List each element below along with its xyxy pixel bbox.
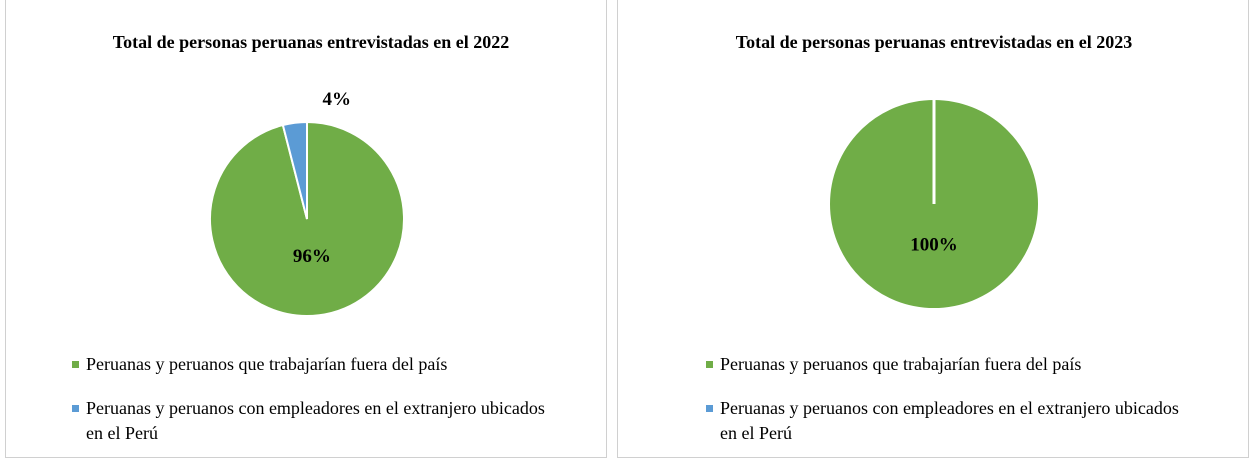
- data-label: 96%: [293, 246, 331, 267]
- chart-panel: 100% Total de personas peruanas entrevist…: [617, 0, 1249, 458]
- legend-item: Peruanas y peruanos con empleadores en e…: [706, 396, 1196, 446]
- legend-swatch: [706, 361, 713, 368]
- chart-title: Total de personas peruanas entrevistadas…: [112, 32, 510, 52]
- legend-item: Peruanas y peruanos con empleadores en e…: [72, 396, 562, 446]
- data-label: 100%: [910, 234, 958, 255]
- legend: Peruanas y peruanos que trabajarían fuer…: [72, 352, 562, 465]
- chart-panel: 96% 4% Total de personas peruanas entrevis…: [5, 0, 607, 458]
- data-label: 4%: [323, 89, 352, 110]
- legend-label: Peruanas y peruanos que trabajarían fuer…: [720, 354, 1082, 374]
- legend-item: Peruanas y peruanos que trabajarían fuer…: [706, 352, 1196, 377]
- legend-label: Peruanas y peruanos con empleadores en e…: [720, 398, 1179, 443]
- legend-item: Peruanas y peruanos que trabajarían fuer…: [72, 352, 562, 377]
- pie-chart: 100%: [828, 98, 1040, 310]
- legend-swatch: [72, 405, 79, 412]
- pie-slice: [209, 120, 405, 317]
- chart-title: Total de personas peruanas entrevistadas…: [735, 32, 1133, 52]
- legend-label: Peruanas y peruanos que trabajarían fuer…: [86, 354, 448, 374]
- legend-swatch: [72, 361, 79, 368]
- legend-swatch: [706, 405, 713, 412]
- pie-chart: 96% 4%: [209, 89, 405, 317]
- legend: Peruanas y peruanos que trabajarían fuer…: [706, 352, 1196, 465]
- legend-label: Peruanas y peruanos con empleadores en e…: [86, 398, 545, 443]
- pie-slice: [281, 120, 308, 220]
